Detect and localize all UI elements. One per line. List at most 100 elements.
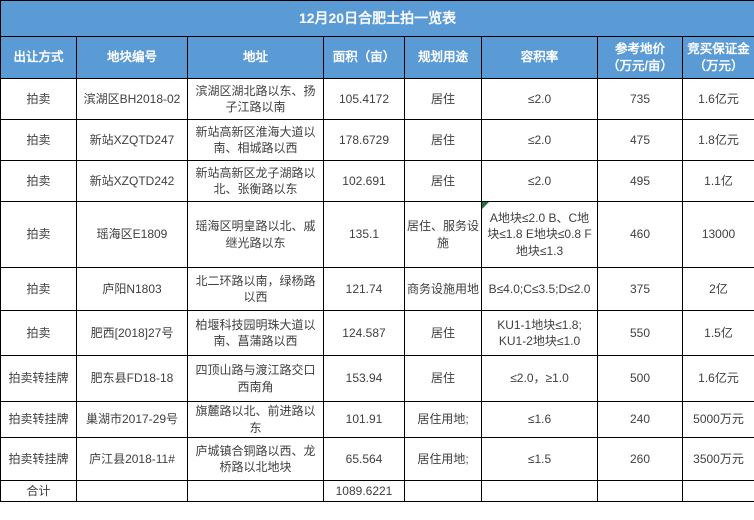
- land-auction-sheet: 12月20日合肥土拍一览表 出让方式 地块编号 地址 面积（亩） 规划用途 容积…: [0, 0, 754, 502]
- cell-address: 瑶海区明皇路以北、戚继光路以东: [187, 201, 324, 268]
- cell-address: 庐城镇合铜路以西、龙桥路以北地块: [187, 437, 324, 481]
- cell-far: B≤4.0;C≤3.5;D≤2.0: [481, 267, 598, 311]
- cell-method: 拍卖转挂牌: [0, 401, 77, 438]
- cell-price: 260: [597, 437, 683, 481]
- cell-area: 124.587: [323, 310, 405, 356]
- cell-deposit: 5000万元: [681, 401, 754, 438]
- cell-use: 居住: [404, 78, 482, 120]
- cell-far: A地块≤2.0 B、C地块≤1.8 E地块≤0.8 F地块≤1.3: [481, 201, 598, 268]
- cell-method: 拍卖: [0, 78, 77, 120]
- cell-area: 153.94: [323, 355, 405, 402]
- table-row: 拍卖转挂牌 肥东县FD18-18 四顶山路与渡江路交口西南角 153.94 居住 ≤2.0…: [0, 355, 754, 402]
- cell-empty: [187, 480, 324, 502]
- cell-empty: [597, 480, 683, 502]
- cell-address: 新站高新区淮海大道以南、相城路以西: [187, 119, 324, 161]
- cell-price: 550: [597, 310, 683, 356]
- cell-price: 475: [597, 119, 683, 161]
- header-row: 出让方式 地块编号 地址 面积（亩） 规划用途 容积率 参考地价 （万元/亩） …: [0, 36, 754, 79]
- cell-code: 新站XZQTD242: [76, 160, 188, 202]
- cell-deposit: 1.8亿元: [681, 119, 754, 161]
- cell-far: ≤2.0: [481, 119, 598, 161]
- cell-method: 拍卖: [0, 201, 77, 268]
- cell-price: 240: [597, 401, 683, 438]
- cell-code: 庐江县2018-11#: [76, 437, 188, 481]
- cell-area: 135.1: [323, 201, 405, 268]
- land-auction-table: 12月20日合肥土拍一览表 出让方式 地块编号 地址 面积（亩） 规划用途 容积…: [0, 0, 754, 502]
- cell-deposit: 1.6亿元: [681, 355, 754, 402]
- cell-price: 500: [597, 355, 683, 402]
- cell-method: 拍卖转挂牌: [0, 355, 77, 402]
- cell-address: 北二环路以南，绿杨路以西: [187, 267, 324, 311]
- cell-use: 商务设施用地: [404, 267, 482, 311]
- table-row: 拍卖 瑶海区E1809 瑶海区明皇路以北、戚继光路以东 135.1 居住、服务设施 A地块…: [0, 201, 754, 268]
- cell-far: ≤2.0，≥1.0: [481, 355, 598, 402]
- cell-use: 居住用地;: [404, 437, 482, 481]
- cell-empty: [404, 480, 482, 502]
- cell-code: 新站XZQTD247: [76, 119, 188, 161]
- cell-far: ≤1.5: [481, 437, 598, 481]
- cell-address: 新站高新区龙子湖路以北、张衡路以东: [187, 160, 324, 202]
- cell-method: 拍卖转挂牌: [0, 437, 77, 481]
- table-row: 拍卖转挂牌 庐江县2018-11# 庐城镇合铜路以西、龙桥路以北地块 65.564 居住…: [0, 437, 754, 481]
- cell-deposit: 2亿: [681, 267, 754, 311]
- total-label: 合计: [0, 480, 77, 502]
- cell-far: ≤2.0: [481, 160, 598, 202]
- total-row: 合计 1089.6221: [0, 480, 754, 502]
- cell-code: 庐阳N1803: [76, 267, 188, 311]
- cell-code: 肥西[2018]27号: [76, 310, 188, 356]
- header-deposit: 竞买保证金 （万元）: [681, 36, 754, 79]
- header-address: 地址: [187, 36, 324, 79]
- cell-far: KU1-1地块≤1.8; KU1-2地块≤1.0: [481, 310, 598, 356]
- cell-empty: [76, 480, 188, 502]
- cell-area: 121.74: [323, 267, 405, 311]
- cell-empty: [681, 480, 754, 502]
- cell-code: 滨湖区BH2018-02: [76, 78, 188, 120]
- table-row: 拍卖 新站XZQTD247 新站高新区淮海大道以南、相城路以西 178.6729 居住 ≤…: [0, 119, 754, 161]
- comment-marker-icon: [482, 202, 489, 209]
- cell-method: 拍卖: [0, 160, 77, 202]
- cell-method: 拍卖: [0, 310, 77, 356]
- cell-deposit: 3500万元: [681, 437, 754, 481]
- table-row: 拍卖 庐阳N1803 北二环路以南，绿杨路以西 121.74 商务设施用地 B≤4.0;C…: [0, 267, 754, 311]
- cell-empty: [481, 480, 598, 502]
- cell-deposit: 1.5亿: [681, 310, 754, 356]
- table-row: 拍卖 肥西[2018]27号 柏堰科技园明珠大道以南、菖蒲路以西 124.587 居住 K…: [0, 310, 754, 356]
- cell-price: 735: [597, 78, 683, 120]
- cell-code: 瑶海区E1809: [76, 201, 188, 268]
- cell-area: 65.564: [323, 437, 405, 481]
- cell-use: 居住: [404, 119, 482, 161]
- table-row: 拍卖 新站XZQTD242 新站高新区龙子湖路以北、张衡路以东 102.691 居住 ≤2…: [0, 160, 754, 202]
- page-title: 12月20日合肥土拍一览表: [0, 0, 754, 37]
- cell-far: ≤1.6: [481, 401, 598, 438]
- header-plot-ratio: 容积率: [481, 36, 598, 79]
- cell-far: ≤2.0: [481, 78, 598, 120]
- table-row: 拍卖 滨湖区BH2018-02 滨湖区湖北路以东、扬子江路以南 105.4172 居住 ≤…: [0, 78, 754, 120]
- cell-use: 居住用地;: [404, 401, 482, 438]
- header-planned-use: 规划用途: [404, 36, 482, 79]
- table-row: 拍卖转挂牌 巢湖市2017-29号 旗麓路以北、前进路以东 101.91 居住用地; ≤1…: [0, 401, 754, 438]
- cell-area: 105.4172: [323, 78, 405, 120]
- header-method: 出让方式: [0, 36, 77, 79]
- cell-address: 柏堰科技园明珠大道以南、菖蒲路以西: [187, 310, 324, 356]
- cell-use: 居住、服务设施: [404, 201, 482, 268]
- cell-area: 178.6729: [323, 119, 405, 161]
- cell-price: 495: [597, 160, 683, 202]
- cell-method: 拍卖: [0, 267, 77, 311]
- cell-use: 居住: [404, 355, 482, 402]
- title-row: 12月20日合肥土拍一览表: [0, 0, 754, 37]
- cell-area: 102.691: [323, 160, 405, 202]
- cell-method: 拍卖: [0, 119, 77, 161]
- cell-address: 四顶山路与渡江路交口西南角: [187, 355, 324, 402]
- cell-area: 101.91: [323, 401, 405, 438]
- cell-deposit: 1.6亿元: [681, 78, 754, 120]
- cell-code: 肥东县FD18-18: [76, 355, 188, 402]
- cell-code: 巢湖市2017-29号: [76, 401, 188, 438]
- cell-deposit: 13000: [681, 201, 754, 268]
- cell-use: 居住: [404, 310, 482, 356]
- table-body: 拍卖 滨湖区BH2018-02 滨湖区湖北路以东、扬子江路以南 105.4172 居住 ≤…: [0, 78, 754, 481]
- cell-address: 滨湖区湖北路以东、扬子江路以南: [187, 78, 324, 120]
- cell-address: 旗麓路以北、前进路以东: [187, 401, 324, 438]
- cell-deposit: 1.1亿: [681, 160, 754, 202]
- header-area: 面积（亩）: [323, 36, 405, 79]
- header-plot-code: 地块编号: [76, 36, 188, 79]
